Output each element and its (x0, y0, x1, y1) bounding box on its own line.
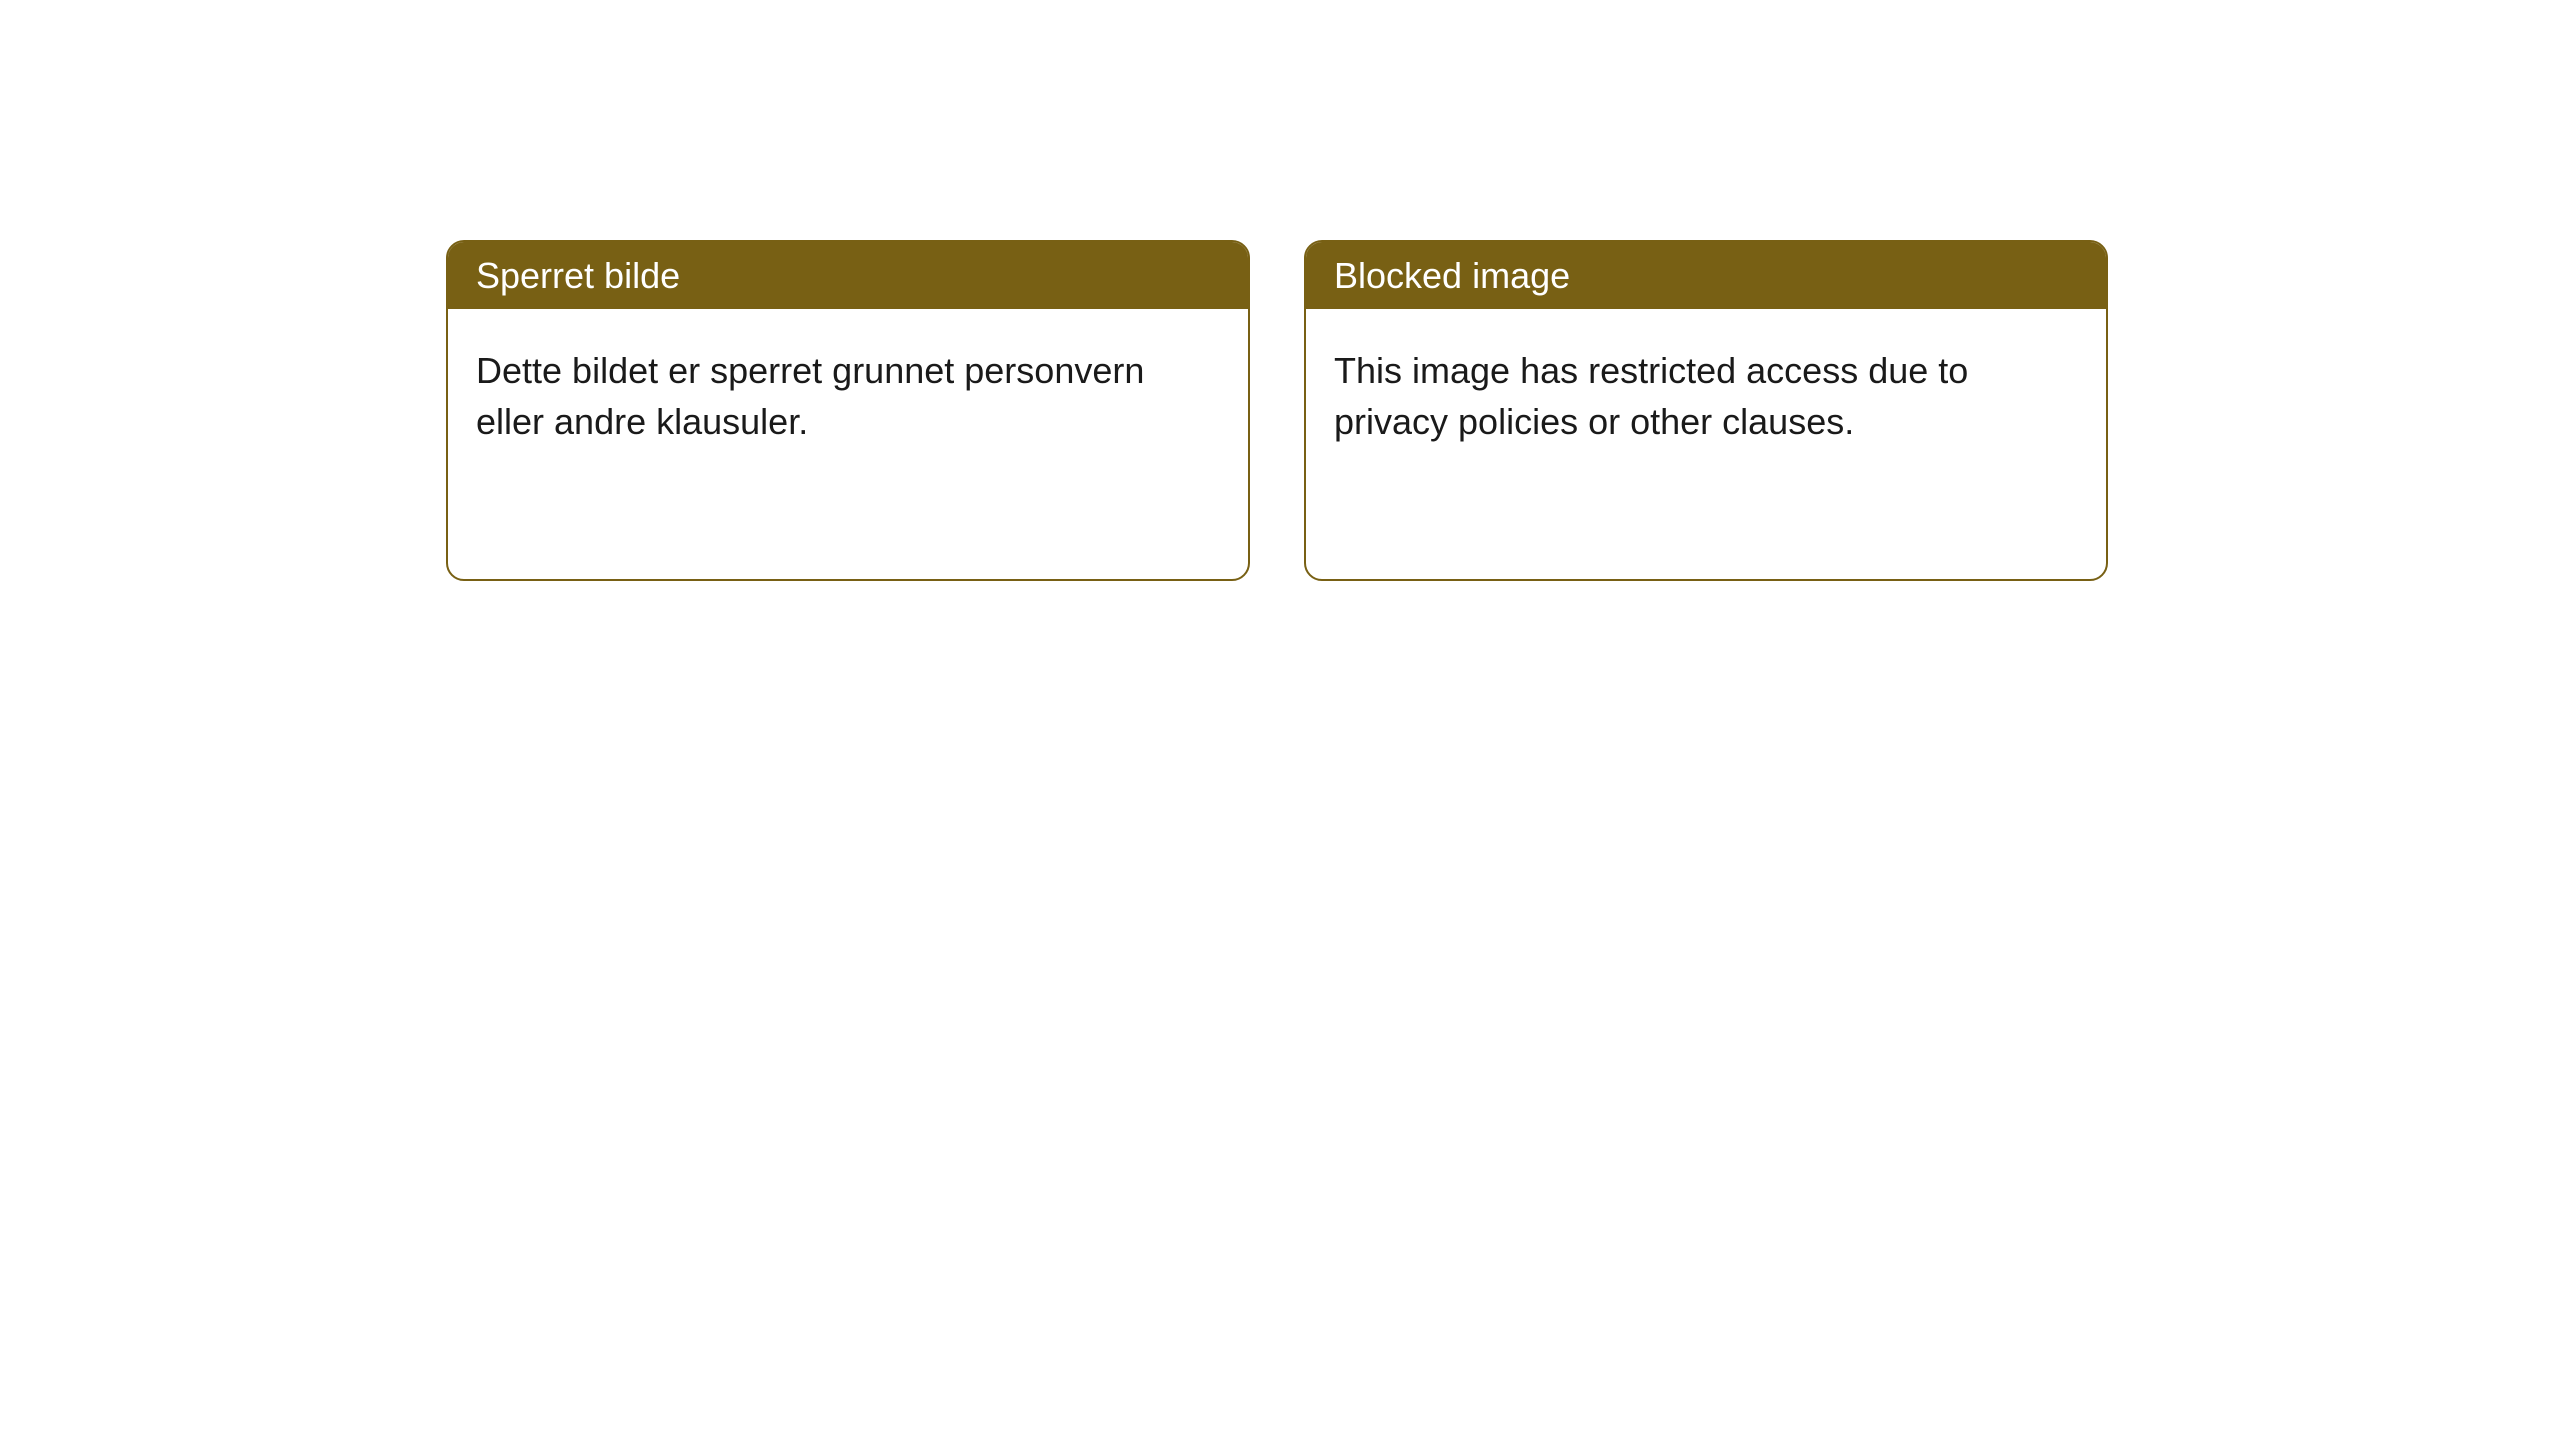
card-body-en: This image has restricted access due to … (1306, 309, 2106, 579)
card-header-en: Blocked image (1306, 242, 2106, 309)
blocked-image-card-en: Blocked image This image has restricted … (1304, 240, 2108, 581)
card-body-no: Dette bildet er sperret grunnet personve… (448, 309, 1248, 579)
card-header-no: Sperret bilde (448, 242, 1248, 309)
notice-container: Sperret bilde Dette bildet er sperret gr… (0, 0, 2560, 581)
blocked-image-card-no: Sperret bilde Dette bildet er sperret gr… (446, 240, 1250, 581)
